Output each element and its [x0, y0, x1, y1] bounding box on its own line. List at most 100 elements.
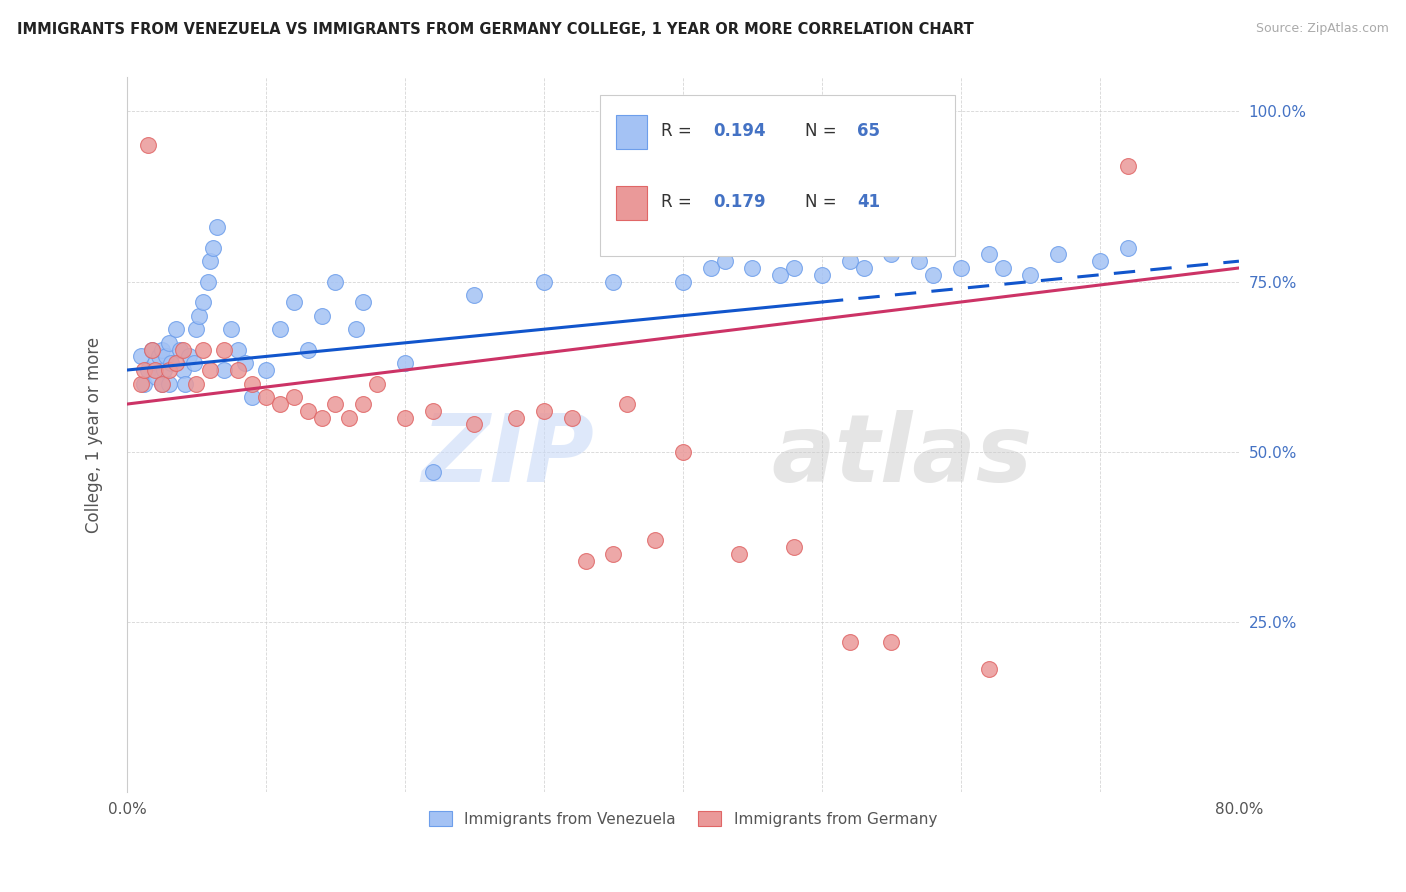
Point	[132, 376, 155, 391]
Point	[183, 356, 205, 370]
Point	[1116, 241, 1139, 255]
Point	[193, 343, 215, 357]
Text: 0.179: 0.179	[713, 194, 765, 211]
Point	[188, 309, 211, 323]
Point	[143, 356, 166, 370]
Point	[153, 363, 176, 377]
Point	[311, 309, 333, 323]
Point	[1116, 159, 1139, 173]
Point	[561, 410, 583, 425]
Point	[143, 363, 166, 377]
Point	[1047, 247, 1070, 261]
Point	[233, 356, 256, 370]
Point	[394, 356, 416, 370]
Point	[297, 404, 319, 418]
Point	[141, 343, 163, 357]
Point	[1088, 254, 1111, 268]
Point	[1019, 268, 1042, 282]
Point	[852, 260, 875, 275]
Point	[366, 376, 388, 391]
Point	[136, 363, 159, 377]
Bar	[616, 186, 647, 220]
Point	[150, 376, 173, 391]
Point	[602, 275, 624, 289]
Point	[672, 275, 695, 289]
Point	[165, 356, 187, 370]
Text: atlas: atlas	[772, 410, 1033, 502]
Point	[226, 363, 249, 377]
Point	[838, 635, 860, 649]
Point	[150, 376, 173, 391]
Text: R =: R =	[661, 194, 697, 211]
Point	[949, 260, 972, 275]
Point	[991, 260, 1014, 275]
Point	[129, 376, 152, 391]
Point	[269, 322, 291, 336]
Point	[172, 343, 194, 357]
Point	[672, 444, 695, 458]
Point	[283, 295, 305, 310]
Point	[422, 404, 444, 418]
Point	[197, 275, 219, 289]
Legend: Immigrants from Venezuela, Immigrants from Germany: Immigrants from Venezuela, Immigrants fr…	[422, 803, 945, 834]
Point	[811, 268, 834, 282]
Text: ZIP: ZIP	[420, 410, 593, 502]
Point	[533, 275, 555, 289]
Point	[145, 369, 167, 384]
Point	[575, 553, 598, 567]
Point	[463, 417, 485, 432]
Point	[141, 343, 163, 357]
Point	[254, 363, 277, 377]
Point	[422, 465, 444, 479]
Point	[880, 635, 903, 649]
Text: N =: N =	[806, 194, 842, 211]
Point	[157, 363, 180, 377]
Point	[977, 247, 1000, 261]
Point	[533, 404, 555, 418]
Point	[219, 322, 242, 336]
Point	[157, 335, 180, 350]
Point	[150, 343, 173, 357]
Point	[977, 663, 1000, 677]
Point	[325, 397, 347, 411]
Point	[186, 322, 208, 336]
Point	[283, 390, 305, 404]
Point	[179, 350, 201, 364]
Point	[207, 220, 229, 235]
Point	[136, 138, 159, 153]
Point	[200, 254, 222, 268]
Point	[699, 260, 721, 275]
Point	[169, 343, 191, 357]
Point	[394, 410, 416, 425]
Point	[602, 547, 624, 561]
Text: R =: R =	[661, 122, 697, 140]
Point	[727, 547, 749, 561]
Point	[193, 295, 215, 310]
Point	[344, 322, 367, 336]
Point	[783, 540, 806, 554]
Text: 65: 65	[858, 122, 880, 140]
Point	[505, 410, 527, 425]
Point	[644, 533, 666, 548]
Point	[155, 350, 177, 364]
Point	[160, 356, 183, 370]
Point	[132, 363, 155, 377]
Point	[908, 254, 931, 268]
FancyBboxPatch shape	[599, 95, 955, 256]
Text: Source: ZipAtlas.com: Source: ZipAtlas.com	[1256, 22, 1389, 36]
Text: 0.194: 0.194	[713, 122, 765, 140]
Point	[838, 254, 860, 268]
Point	[200, 363, 222, 377]
Text: N =: N =	[806, 122, 842, 140]
Text: 41: 41	[858, 194, 880, 211]
Point	[174, 376, 197, 391]
Point	[226, 343, 249, 357]
Y-axis label: College, 1 year or more: College, 1 year or more	[86, 336, 103, 533]
Point	[783, 260, 806, 275]
Point	[713, 254, 735, 268]
Point	[880, 247, 903, 261]
Point	[165, 322, 187, 336]
Point	[148, 350, 170, 364]
Point	[325, 275, 347, 289]
Point	[202, 241, 225, 255]
